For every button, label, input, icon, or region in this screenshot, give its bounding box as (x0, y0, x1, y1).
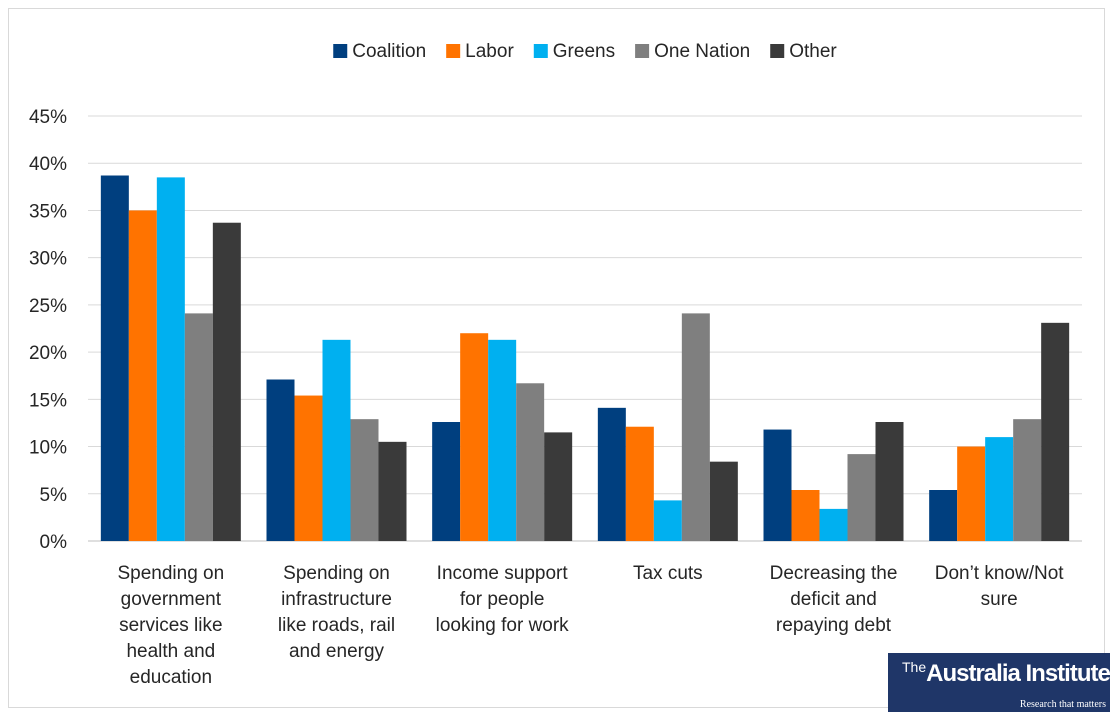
bar-other (544, 432, 573, 541)
bar-one-nation (847, 454, 876, 541)
legend-label: Greens (553, 41, 615, 62)
category-label: Don’t know/Not sure (935, 563, 1065, 610)
legend-swatch (533, 44, 548, 58)
legend-item-greens: Greens (533, 41, 615, 62)
legend-swatch (770, 44, 785, 58)
legend-item-labor: Labor (446, 41, 514, 62)
bars (100, 175, 1070, 541)
bar-greens (819, 508, 848, 541)
gridlines (88, 115, 1082, 542)
y-tick-label: 40% (29, 154, 67, 175)
legend-item-one-nation: One Nation (635, 41, 750, 62)
y-tick-label: 0% (40, 532, 68, 553)
legend-swatch (333, 44, 348, 58)
bar-labor (294, 395, 323, 541)
logo-name-text: Australia Institute (926, 660, 1110, 687)
bar-one-nation (516, 383, 545, 541)
bar-one-nation (1013, 419, 1042, 541)
bar-labor (957, 446, 986, 541)
category-label: Spending on government services like health… (117, 563, 224, 688)
legend-label: Labor (465, 41, 514, 62)
y-tick-label: 45% (29, 107, 67, 128)
y-tick-label: 30% (29, 249, 67, 270)
bar-other (1041, 322, 1070, 541)
y-tick-label: 25% (29, 296, 67, 317)
logo-tagline: Research that matters (1019, 699, 1106, 710)
legend-swatch (635, 44, 650, 58)
bar-one-nation (681, 313, 710, 541)
bar-labor (625, 426, 654, 541)
bar-coalition (432, 422, 461, 541)
bar-greens (653, 500, 682, 541)
legend: Coalition Labor Greens One Nation Other (333, 41, 837, 62)
y-tick-label: 10% (29, 438, 67, 459)
bar-other (875, 422, 904, 541)
legend-item-other: Other (770, 41, 837, 62)
bar-coalition (929, 490, 958, 541)
category-label: Spending on infrastructure like roads, rai… (278, 563, 395, 662)
y-tick-label: 35% (29, 201, 67, 222)
bar-coalition (100, 175, 129, 541)
bar-one-nation (350, 419, 379, 541)
bar-greens (985, 437, 1014, 541)
legend-label: Other (789, 41, 837, 62)
bar-coalition (763, 429, 792, 541)
bar-greens (156, 177, 185, 541)
bar-labor (460, 333, 489, 541)
y-axis-ticks: 0% 5% 10% 15% 20% 25% 30% 35% 40% 45% (29, 107, 67, 553)
legend-swatch (446, 44, 461, 58)
logo-name: TheAustralia Institute (902, 659, 1110, 688)
y-tick-label: 15% (29, 390, 67, 411)
legend-item-coalition: Coalition (333, 41, 426, 62)
bar-coalition (266, 379, 295, 541)
category-label: Decreasing the deficit and repaying debt (770, 563, 898, 636)
bar-labor (128, 210, 157, 541)
australia-institute-logo: TheAustralia Institute Research that mat… (888, 653, 1110, 712)
logo-prefix: The (902, 659, 927, 675)
legend-label: Coalition (352, 41, 426, 62)
bar-labor (791, 490, 820, 541)
bar-one-nation (184, 313, 213, 541)
y-tick-label: 5% (40, 485, 68, 506)
x-axis-categories: Spending on government services like health… (117, 563, 1064, 688)
legend-label: One Nation (654, 41, 750, 62)
bar-greens (488, 339, 517, 541)
bar-coalition (597, 407, 626, 541)
bar-greens (322, 339, 351, 541)
bar-other (212, 222, 241, 541)
bar-other (709, 461, 738, 541)
y-tick-label: 20% (29, 343, 67, 364)
category-label: Tax cuts (633, 563, 703, 584)
bar-other (378, 441, 407, 541)
category-label: Income support for people looking for work (436, 563, 570, 636)
